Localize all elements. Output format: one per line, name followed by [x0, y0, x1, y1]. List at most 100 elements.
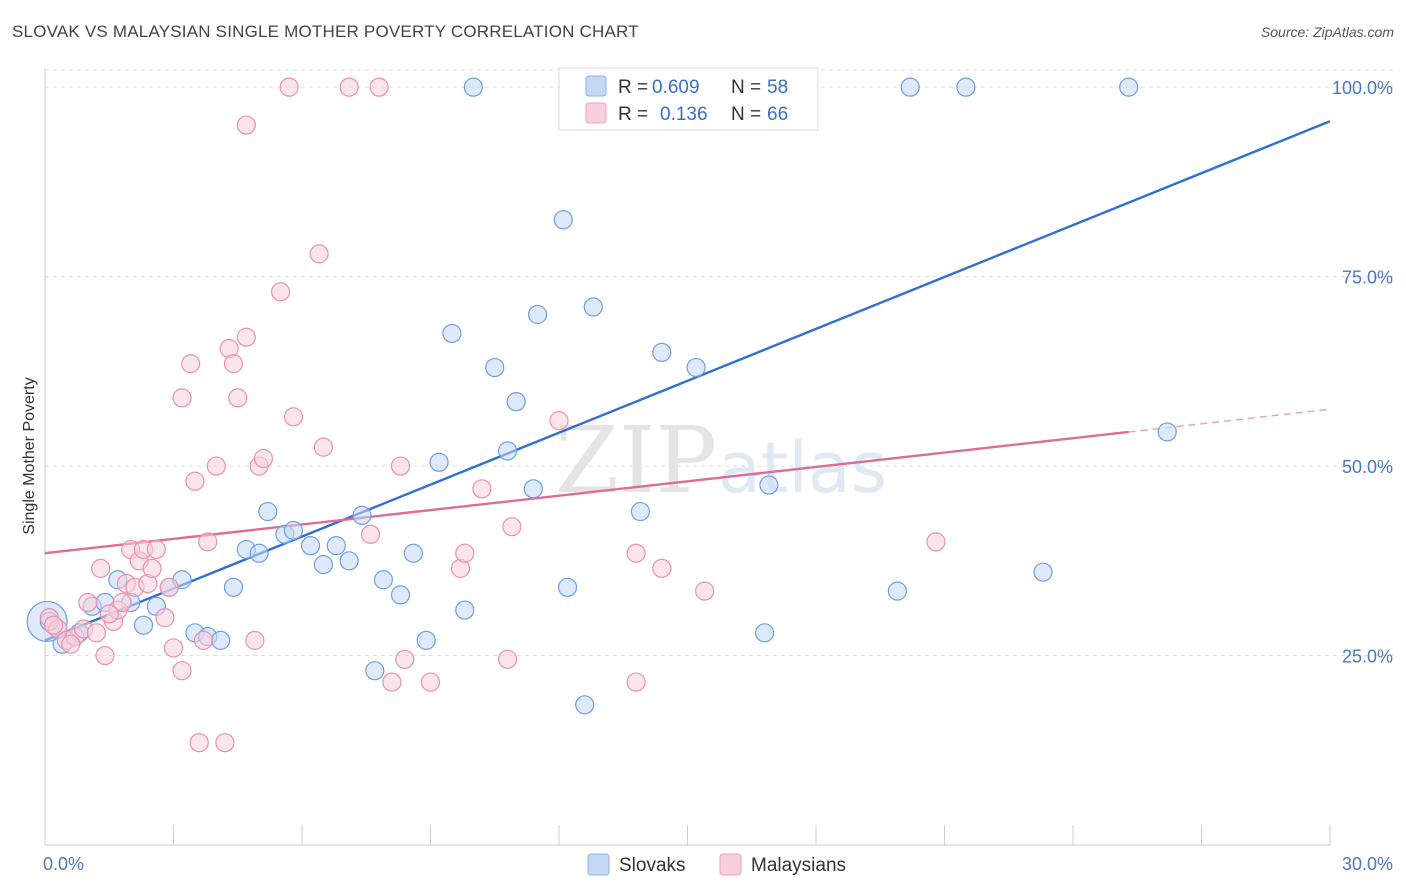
slovak-point: [630, 501, 650, 522]
slovak-point: [390, 585, 411, 605]
malaysian-point: [99, 604, 119, 624]
malaysian-point: [360, 524, 381, 544]
y-axis-label: Single Mother Poverty: [21, 377, 38, 534]
x-tick-labels: 0.0% 30.0%: [43, 854, 1393, 874]
legend-n-label-2: N =: [731, 104, 761, 125]
malaysian-point: [245, 630, 265, 650]
data-points: [26, 77, 1177, 753]
malaysian-point: [155, 608, 175, 628]
slovak-point: [211, 630, 231, 650]
malaysian-trend-line: [44, 430, 1129, 555]
slovak-point: [485, 357, 505, 378]
malaysian-point: [236, 115, 256, 135]
malaysian-point: [95, 645, 115, 666]
slovak-point: [352, 505, 372, 525]
malaysian-point: [382, 672, 402, 692]
malaysian-point: [279, 77, 299, 97]
y-tick-label: 75.0%: [1342, 268, 1393, 288]
malaysian-point: [270, 282, 291, 302]
slovak-point: [463, 77, 483, 97]
malaysian-point: [91, 558, 111, 578]
slovak-point: [455, 600, 475, 620]
slovak-point: [1157, 422, 1177, 442]
slovak-point: [759, 475, 779, 495]
slovak-point: [553, 210, 573, 230]
malaysian-point: [498, 649, 518, 669]
slovak-point: [283, 520, 304, 541]
bottom-legend-malaysians: Malaysians: [751, 855, 846, 876]
malaysian-point: [455, 543, 475, 563]
slovak-point: [583, 297, 603, 317]
malaysian-point: [228, 388, 248, 408]
malaysian-point: [626, 543, 646, 563]
malaysian-point: [472, 479, 492, 499]
legend-r-value-slovaks: 0.609: [652, 77, 700, 98]
slovak-point: [575, 695, 595, 715]
chart-title: SLOVAK VS MALAYSIAN SINGLE MOTHER POVERT…: [12, 22, 639, 41]
bottom-legend-swatch-slovaks: [587, 853, 610, 876]
slovak-point: [429, 452, 449, 472]
malaysian-point: [695, 581, 715, 601]
slovak-point: [365, 661, 385, 681]
malaysian-point: [112, 592, 132, 613]
trend-lines: [44, 120, 1331, 642]
malaysian-point: [502, 517, 522, 537]
y-tick-labels: 25.0% 50.0% 75.0% 100.0%: [1332, 78, 1393, 666]
malaysian-point: [198, 532, 218, 552]
legend-r-label-2: R =: [618, 104, 648, 125]
axes: [44, 68, 1331, 846]
slovak-point: [1033, 562, 1053, 582]
slovak-point: [339, 551, 359, 571]
malaysian-point: [626, 672, 646, 692]
slovak-point: [258, 501, 278, 522]
slovak-point: [313, 554, 334, 575]
malaysian-point: [172, 661, 192, 681]
source-credit: Source: ZipAtlas.com: [1260, 24, 1394, 40]
slovak-point: [900, 77, 920, 97]
malaysian-point: [390, 456, 411, 476]
malaysian-point: [652, 558, 672, 578]
malaysian-point: [78, 592, 98, 613]
slovak-point: [686, 357, 706, 378]
slovak-point: [326, 536, 346, 556]
slovak-point: [249, 543, 269, 563]
malaysian-point: [181, 354, 201, 374]
malaysian-point: [253, 448, 274, 469]
bottom-legend: Slovaks Malaysians: [587, 853, 846, 876]
slovak-point: [652, 342, 672, 363]
slovak-point: [133, 615, 154, 635]
legend: R = 0.609 N = 58 R = 0.136 N = 66: [558, 67, 819, 131]
malaysian-point: [926, 532, 946, 552]
grid-lines: [45, 69, 1395, 657]
malaysian-point: [189, 733, 209, 753]
bottom-legend-swatch-malaysians: [719, 853, 742, 876]
malaysian-point: [185, 471, 205, 491]
watermark-zip: ZIP: [555, 407, 717, 514]
slovak-point: [300, 536, 321, 556]
slovak-point: [956, 77, 976, 97]
malaysian-point: [339, 77, 359, 97]
malaysian-point: [142, 558, 162, 578]
malaysian-point: [86, 623, 107, 643]
malaysian-point: [163, 638, 184, 658]
slovak-trend-line: [44, 120, 1331, 642]
legend-n-value-malaysians: 66: [767, 104, 788, 125]
slovak-point: [506, 392, 526, 412]
slovak-point: [1119, 77, 1139, 97]
legend-n-label-1: N =: [731, 77, 761, 98]
malaysian-point: [309, 244, 329, 264]
slovak-point: [754, 623, 775, 643]
y-tick-label: 25.0%: [1342, 647, 1393, 667]
slovak-point: [557, 577, 578, 597]
legend-n-value-slovaks: 58: [767, 77, 788, 98]
malaysian-point: [159, 577, 179, 597]
malaysian-point: [283, 407, 304, 427]
slovak-point: [498, 441, 518, 461]
y-tick-label: 100.0%: [1332, 78, 1393, 98]
malaysian-point: [313, 437, 334, 457]
slovak-point: [527, 304, 548, 325]
malaysian-point: [420, 672, 441, 692]
x-tick-label-max: 30.0%: [1342, 854, 1393, 874]
bottom-legend-slovaks: Slovaks: [619, 855, 686, 876]
